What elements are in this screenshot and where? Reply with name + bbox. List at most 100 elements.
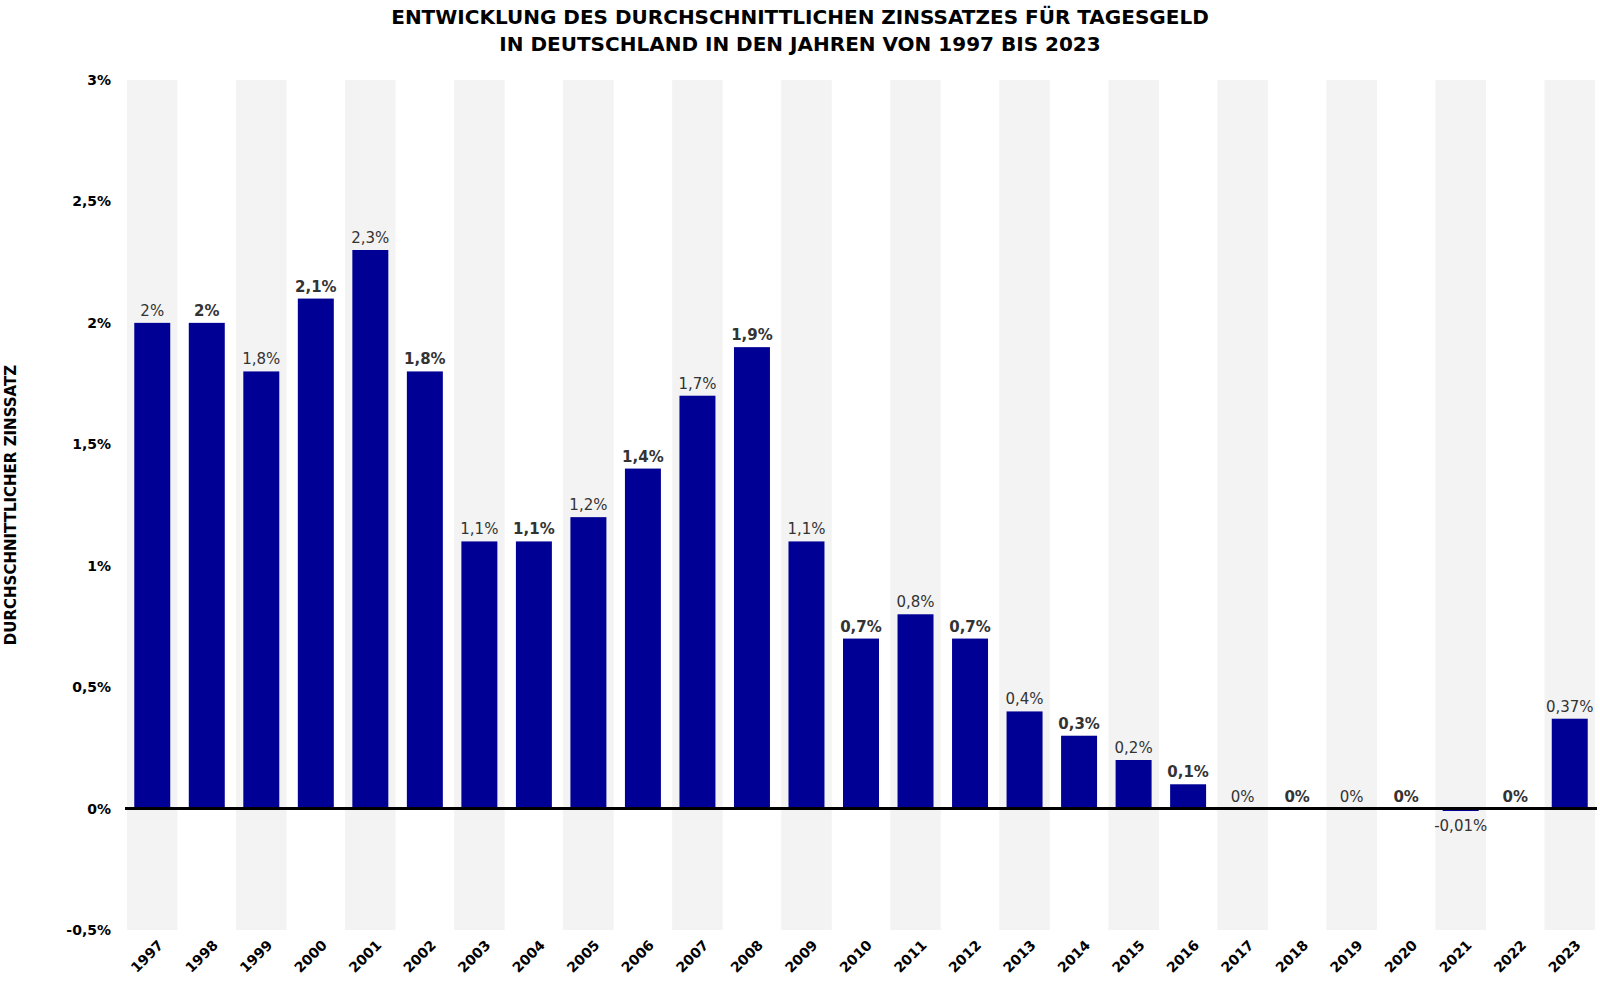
data-label: 2,1%: [295, 278, 337, 296]
y-tick-label: 2,5%: [72, 193, 111, 209]
y-tick: [119, 444, 123, 445]
x-tick-label: 1997: [128, 937, 167, 976]
x-tick-label: 2004: [509, 937, 548, 976]
data-label: 1,2%: [569, 496, 607, 514]
bar: [134, 323, 170, 809]
bar: [1552, 719, 1588, 809]
data-label: 1,4%: [622, 448, 664, 466]
band-stripe: [1326, 80, 1377, 930]
bar: [243, 371, 279, 808]
data-label: 1,8%: [242, 350, 280, 368]
x-tick-label: 2007: [673, 937, 712, 976]
data-label: 2%: [194, 302, 219, 320]
y-tick: [119, 201, 123, 202]
bar: [843, 639, 879, 809]
bar: [952, 639, 988, 809]
bar: [570, 517, 606, 808]
y-tick: [119, 565, 123, 566]
data-label: 0,8%: [896, 593, 934, 611]
band-stripe: [1544, 80, 1595, 930]
data-label: 2,3%: [351, 229, 389, 247]
data-label: 1,1%: [513, 520, 555, 538]
data-label: 0,2%: [1115, 739, 1153, 757]
x-tick-label: 2001: [346, 937, 385, 976]
bar: [1170, 784, 1206, 808]
x-tick-label: 2011: [891, 937, 930, 976]
data-label: 0%: [1393, 788, 1418, 806]
data-label: 0,37%: [1546, 698, 1594, 716]
x-tick-label: 2009: [782, 937, 821, 976]
x-tick-label: 2020: [1381, 937, 1420, 976]
x-tick-label: 2002: [400, 937, 439, 976]
bar: [298, 299, 334, 809]
bars: [134, 250, 1587, 811]
data-label: -0,01%: [1434, 817, 1487, 835]
x-tick-label: 2010: [836, 937, 875, 976]
data-label: 1,9%: [731, 326, 773, 344]
band-stripe: [672, 80, 723, 930]
data-label: 1,8%: [404, 350, 446, 368]
x-tick-label: 2006: [618, 937, 657, 976]
y-tick-label: 1%: [87, 558, 111, 574]
band-stripe: [890, 80, 941, 930]
y-tick-label: 0,5%: [72, 679, 111, 695]
band-stripe: [1217, 80, 1268, 930]
y-tick: [119, 930, 123, 931]
data-label: 0%: [1231, 788, 1255, 806]
x-tick-label: 2000: [291, 937, 330, 976]
bar: [788, 541, 824, 808]
x-tick-label: 2021: [1436, 937, 1475, 976]
x-tick-label: 2003: [455, 937, 494, 976]
bar: [1116, 760, 1152, 809]
data-label: 0,7%: [949, 618, 991, 636]
x-tick-label: 1999: [237, 937, 276, 976]
band-stripe: [1108, 80, 1159, 930]
data-label: 0%: [1340, 788, 1364, 806]
data-label: 2%: [140, 302, 164, 320]
y-tick-label: 2%: [87, 315, 111, 331]
band-stripe: [563, 80, 614, 930]
band-stripe: [345, 80, 396, 930]
band-stripe: [1435, 80, 1486, 930]
x-tick-label: 2019: [1327, 937, 1366, 976]
title-line: IN DEUTSCHLAND IN DEN JAHREN VON 1997 BI…: [499, 32, 1100, 56]
y-tick-label: 3%: [87, 72, 111, 88]
x-tick-label: 2023: [1545, 937, 1584, 976]
band-stripe: [127, 80, 178, 930]
x-tick-label: 2022: [1490, 937, 1529, 976]
data-label: 0,3%: [1058, 715, 1100, 733]
band-stripe: [999, 80, 1050, 930]
y-tick-label: 1,5%: [72, 436, 111, 452]
band-stripe: [236, 80, 287, 930]
bar: [352, 250, 388, 809]
bar: [407, 371, 443, 808]
bar: [461, 541, 497, 808]
y-tick: [119, 322, 123, 323]
y-tick: [119, 687, 123, 688]
band-stripe: [781, 80, 832, 930]
x-tick-label: 2005: [564, 937, 603, 976]
data-label: 0,4%: [1006, 690, 1044, 708]
x-tick-label: 2016: [1163, 937, 1202, 976]
bar: [1061, 736, 1097, 809]
y-tick: [119, 808, 123, 809]
zero-line: [125, 807, 1597, 810]
page: {"chart_data": { "type": "bar", "title":…: [0, 0, 1600, 1002]
x-tick-label: 2008: [727, 937, 766, 976]
data-label: 0%: [1502, 788, 1527, 806]
x-tick-label: 2012: [945, 937, 984, 976]
y-axis-label: DURCHSCHNITTLICHER ZINSSATZ: [2, 365, 20, 645]
title-line: ENTWICKLUNG DES DURCHSCHNITTLICHEN ZINSS…: [391, 5, 1209, 29]
bar: [679, 396, 715, 809]
bar: [189, 323, 225, 809]
data-label: 1,1%: [787, 520, 825, 538]
data-label: 0,1%: [1167, 763, 1209, 781]
data-label: 1,1%: [460, 520, 498, 538]
title: ENTWICKLUNG DES DURCHSCHNITTLICHEN ZINSS…: [391, 5, 1209, 56]
bar: [625, 469, 661, 809]
x-tick-label: 2015: [1109, 937, 1148, 976]
bar: [1007, 711, 1043, 808]
x-tick-label: 1998: [182, 937, 221, 976]
x-tick-label: 2014: [1054, 937, 1093, 976]
x-tick-label: 2013: [1000, 937, 1039, 976]
